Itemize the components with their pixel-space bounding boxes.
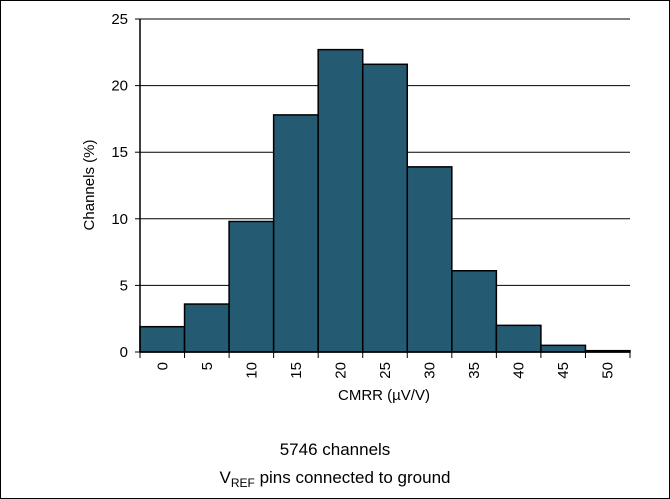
histogram-chart: 0 5 10 15 20 25 0 5 10 15 20 25 30 35 40 45 50 Channels…	[81, 11, 631, 404]
x-tick-label: 5	[199, 362, 216, 370]
x-tick-label: 20	[332, 362, 349, 379]
bar	[183, 303, 230, 353]
caption-vref-note: VREF pins connected to ground	[0, 468, 670, 490]
caption-vref-rest: pins connected to ground	[254, 468, 451, 487]
bar	[228, 220, 275, 353]
bar	[540, 344, 587, 353]
y-tick-label: 20	[111, 78, 128, 95]
x-tick-label: 30	[422, 362, 439, 379]
x-tick-label: 40	[511, 362, 528, 379]
caption-channel-count: 5746 channels	[279, 440, 391, 459]
x-tick-label: 0	[154, 362, 171, 370]
y-axis-title: Channels (%)	[81, 140, 98, 231]
y-tick-label: 5	[120, 277, 128, 294]
caption-vref-v: V	[219, 468, 231, 487]
x-tick-label: 15	[288, 362, 305, 379]
axes	[135, 18, 631, 358]
x-tick-label: 45	[555, 362, 572, 379]
y-tick-label: 0	[120, 344, 128, 361]
x-tick-label: 50	[600, 362, 617, 379]
x-tick-label: 35	[466, 362, 483, 379]
caption-vref-subscript: REF	[230, 476, 255, 490]
bar	[406, 166, 453, 353]
bar	[451, 269, 498, 353]
x-tick-label: 25	[377, 362, 394, 379]
y-tick-label: 10	[111, 211, 128, 228]
bar	[317, 48, 364, 353]
x-tick-label: 10	[243, 362, 260, 379]
y-tick-label: 25	[111, 11, 128, 28]
bar	[139, 325, 186, 353]
x-axis-title: CMRR (µV/V)	[338, 387, 430, 404]
bar	[272, 114, 319, 353]
x-tick-labels: 0 5 10 15 20 25 30 35 40 45 50	[154, 362, 616, 379]
y-tick-labels: 0 5 10 15 20 25	[111, 11, 128, 361]
y-tick-label: 15	[111, 144, 128, 161]
bar	[361, 63, 409, 353]
bars	[139, 48, 631, 353]
bar	[495, 324, 542, 353]
